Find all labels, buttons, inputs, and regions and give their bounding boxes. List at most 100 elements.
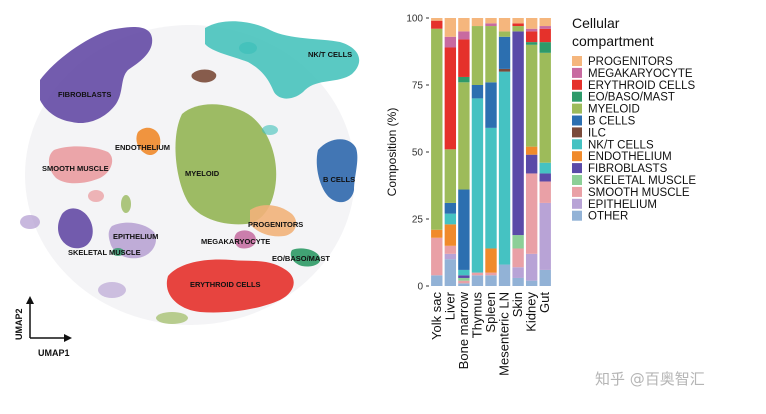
legend-swatch [572, 151, 582, 162]
bar-segment-smooth-muscle [431, 237, 443, 276]
bar-segment-epithelium [512, 267, 524, 278]
bar-segment-fibroblasts [539, 173, 551, 182]
bar-segment-progenitors [471, 18, 484, 27]
legend-item-label: SMOOTH MUSCLE [588, 187, 690, 199]
legend-swatch [572, 103, 582, 114]
bar-segment-myeloid [525, 44, 538, 147]
cluster-satellite [121, 195, 131, 213]
bar-segment-other [431, 275, 443, 286]
legend-item-label: SKELETAL MUSCLE [588, 175, 696, 187]
cluster-satellite [262, 125, 278, 135]
x-category-label: Bone marrow [456, 291, 471, 369]
bar-segment-progenitors [431, 18, 443, 21]
x-category-label: Gut [537, 292, 552, 313]
cluster-satellite [20, 215, 40, 229]
legend-item-label: EO/BASO/MAST [588, 92, 675, 104]
bar-segment-b-cells [444, 202, 457, 214]
watermark: 知乎 @百奥智汇 [595, 370, 705, 388]
x-category-label: Kidney [524, 292, 539, 332]
cluster-megakaryocyte [234, 230, 256, 249]
bar-segment-skeletal-muscle [458, 277, 470, 281]
bar-segment-myeloid [539, 52, 551, 163]
bar-segment-erythroid-cells [444, 47, 457, 150]
bar-segment-erythroid-cells [539, 28, 551, 43]
legend-swatch [572, 56, 582, 66]
bar-segment-b-cells [458, 189, 470, 270]
cluster-erythroid-cells [166, 259, 294, 313]
legend: Cellular compartment PROGENITORSMEGAKARY… [572, 15, 696, 223]
bar-segment-nk-t-cells [471, 98, 484, 273]
umap-label-b-cells: B CELLS [323, 175, 355, 184]
cluster-fibroblasts [40, 27, 153, 124]
bar-segment-myeloid [471, 26, 484, 85]
bar-segment-other [498, 264, 511, 286]
bar-segment-skeletal-muscle [512, 235, 524, 249]
cluster-progenitors [250, 205, 297, 237]
umap-label-myeloid: MYELOID [185, 169, 220, 178]
bar-segment-other [485, 275, 497, 286]
bar-segment-ilc [498, 68, 511, 72]
y-tick-label: 25 [412, 215, 424, 226]
bar-segment-nk-t-cells [485, 127, 497, 249]
bar-segment-myeloid [498, 31, 511, 37]
legend-item-label: ENDOTHELIUM [588, 151, 672, 163]
bar-segment-erythroid-cells [512, 23, 524, 27]
bar-segment-myeloid [431, 28, 443, 230]
legend-item-label: MYELOID [588, 104, 640, 116]
bar-segment-nk-t-cells [444, 213, 457, 225]
bar-segment-nk-t-cells [498, 71, 511, 265]
legend-swatch [572, 127, 582, 138]
composition-bar-chart: Composition (%) 0 25 50 75 100 Yolk sacLiver… [385, 14, 696, 376]
bar-segment-progenitors [525, 18, 538, 29]
legend-title-line1: Cellular [572, 15, 620, 31]
legend-swatch [572, 67, 582, 78]
cluster-nkt-cells [205, 21, 360, 99]
bar-segment-smooth-muscle [539, 181, 551, 203]
x-category-label: Thymus [469, 292, 484, 339]
cluster-smooth-muscle [48, 146, 113, 184]
legend-swatch [572, 79, 582, 90]
legend-title-line2: compartment [572, 33, 654, 49]
legend-item-label: PROGENITORS [588, 56, 673, 68]
umap-label-endothelium: ENDOTHELIUM [115, 143, 170, 152]
legend-swatch [572, 115, 582, 126]
umap-label-smooth-muscle: SMOOTH MUSCLE [42, 164, 109, 173]
bar-segment-myeloid [485, 26, 497, 83]
umap-clusters [20, 21, 360, 324]
legend-item-label: OTHER [588, 211, 628, 223]
bar-segment-fibroblasts [525, 154, 538, 174]
bar-segment-eo-baso-mast [539, 42, 551, 53]
y-tick-label: 0 [417, 282, 423, 293]
cluster-satellite [112, 248, 124, 256]
cluster-satellite [98, 282, 126, 298]
bar-segment-eo-baso-mast [458, 76, 470, 83]
umap1-axis-label: UMAP1 [38, 348, 70, 358]
y-tick-label: 100 [406, 14, 423, 25]
x-category-label: Yolk sac [429, 292, 444, 340]
legend-item-label: FIBROBLASTS [588, 163, 668, 175]
legend-item-label: B CELLS [588, 116, 636, 128]
y-axis: Composition (%) 0 25 50 75 100 [385, 14, 429, 293]
bar-segment-other [539, 269, 551, 286]
legend-swatch [572, 186, 582, 197]
legend-item-label: NK/T CELLS [588, 139, 654, 151]
bar-segment-megakaryocyte [539, 26, 551, 29]
bar-segment-endothelium [485, 248, 497, 273]
bar-segment-erythroid-cells [458, 39, 470, 77]
bar-segment-epithelium [444, 253, 457, 260]
bar-segment-myeloid [444, 149, 457, 203]
cluster-eo-baso-mast [290, 248, 321, 267]
bar-segment-progenitors [512, 18, 524, 24]
y-axis-label: Composition (%) [385, 108, 399, 197]
bar-segment-progenitors [444, 18, 457, 37]
umap-axes: UMAP2 UMAP1 [14, 296, 72, 358]
y-tick-label: 75 [412, 81, 424, 92]
cluster-endothelium [136, 127, 161, 156]
cluster-skeletal-muscle [58, 208, 93, 249]
bar-segment-b-cells [485, 82, 497, 128]
bar-segment-epithelium [525, 253, 538, 281]
umap2-axis-label: UMAP2 [14, 308, 24, 340]
x-category-label: Mesenteric LN [497, 292, 512, 376]
composition-chart: Composition (%) 0 25 50 75 100 Yolk sac Liver… [380, 0, 766, 414]
